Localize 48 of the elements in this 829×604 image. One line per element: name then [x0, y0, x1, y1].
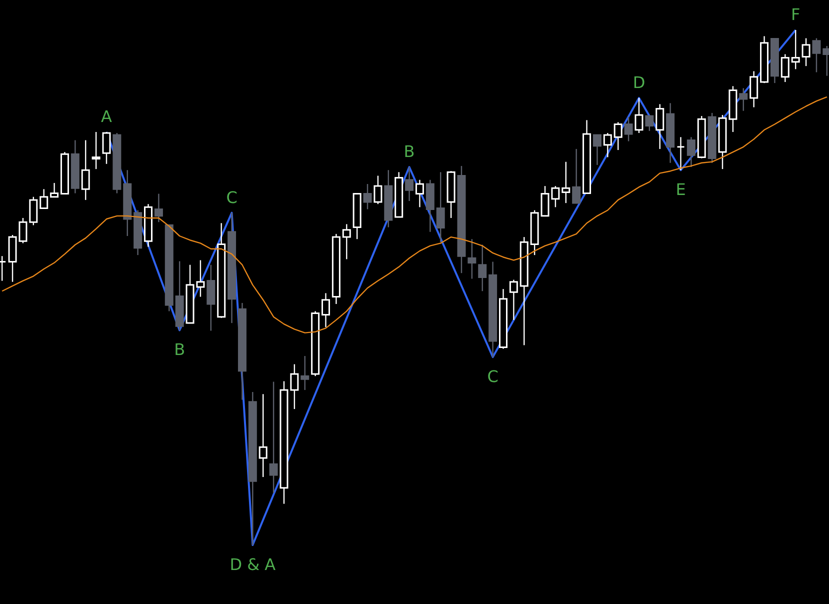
candlestick: [634, 97, 644, 134]
candlestick: [436, 172, 445, 243]
candlestick: [802, 38, 810, 67]
annotation: D: [632, 72, 646, 92]
candlestick: [572, 148, 581, 204]
candlestick: [592, 134, 602, 166]
annotation: C: [226, 188, 238, 207]
candlestick: [206, 264, 216, 332]
candlestick: [645, 115, 654, 132]
candlestick: [342, 224, 351, 260]
candlestick: [363, 183, 372, 210]
annotation: B: [404, 142, 415, 161]
annotation: C: [487, 367, 498, 386]
candlestick: [415, 179, 424, 208]
candlestick: [92, 131, 100, 170]
candlestick: [102, 131, 111, 164]
candlestick: [509, 279, 518, 321]
candlestick: [154, 193, 163, 223]
annotation: E: [676, 180, 686, 200]
candlestick: [322, 292, 330, 328]
candlestick: [676, 136, 685, 171]
candlestick: [468, 238, 476, 280]
candlestick: [750, 70, 758, 108]
candlestick: [405, 166, 414, 202]
candlestick: [29, 196, 38, 226]
candlestick: [374, 175, 382, 205]
candlestick: [624, 116, 633, 142]
candlestick: [614, 122, 622, 151]
candlestick: [780, 54, 790, 83]
candlestick: [603, 132, 612, 158]
candlestick: [562, 161, 570, 204]
candlestick: [739, 88, 748, 112]
candlestick: [40, 188, 48, 209]
candlestick: [812, 38, 821, 73]
candlestick: [300, 355, 310, 391]
candlestick: [791, 29, 800, 70]
text: D & A: [230, 555, 276, 574]
candlestick: [656, 104, 664, 150]
candlestick: [258, 394, 268, 478]
candlestick: [686, 136, 696, 168]
candlestick: [269, 381, 278, 494]
candlestick: [50, 182, 59, 198]
annotation: B: [174, 340, 186, 360]
candlestick: [478, 244, 487, 292]
text: F: [790, 5, 800, 24]
candlestick: [81, 140, 90, 201]
annotation: A: [101, 106, 112, 126]
candlestick: [290, 364, 299, 410]
